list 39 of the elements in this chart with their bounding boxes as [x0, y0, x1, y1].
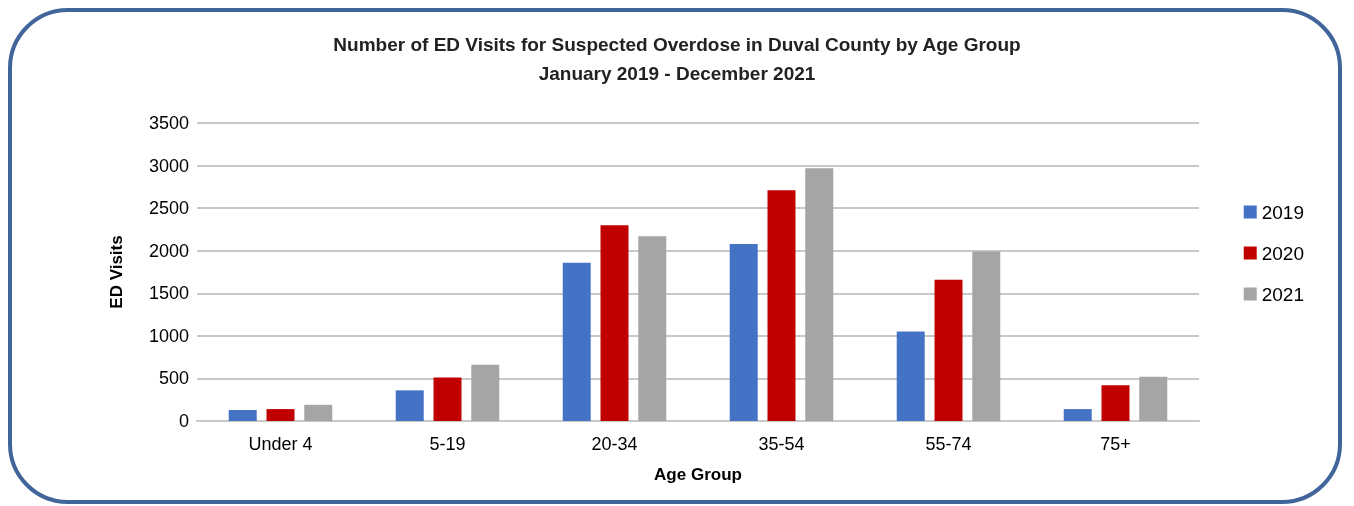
y-tick-label: 0 — [178, 411, 189, 431]
bar — [471, 364, 500, 421]
y-tick-label: 1000 — [148, 325, 189, 346]
legend-label: 2020 — [1261, 242, 1305, 264]
x-tick-label: 5-19 — [429, 434, 466, 454]
bar — [266, 409, 295, 421]
bar — [1139, 376, 1168, 421]
bar — [433, 377, 462, 421]
y-tick-label: 3000 — [148, 155, 189, 176]
bar — [562, 262, 591, 421]
y-axis-title: ED Visits — [107, 235, 126, 309]
bar — [729, 243, 758, 421]
bar — [600, 225, 629, 421]
y-tick-label: 2500 — [148, 198, 189, 219]
y-tick-label: 2000 — [148, 240, 189, 261]
bar — [395, 390, 424, 421]
chart-title: Number of ED Visits for Suspected Overdose in Duval County by Age Group — [333, 34, 1021, 55]
y-tick-label: 500 — [158, 368, 189, 389]
y-tick-label: 1500 — [148, 283, 189, 304]
x-tick-label: 35-54 — [758, 434, 805, 454]
bar — [228, 409, 257, 421]
bar — [767, 190, 796, 421]
bar — [934, 279, 963, 421]
x-tick-label: 20-34 — [591, 434, 638, 454]
bar — [1101, 385, 1130, 421]
x-tick-label: Under 4 — [248, 434, 313, 454]
bar — [304, 404, 333, 421]
x-tick-label: 55-74 — [925, 434, 972, 454]
x-axis-title: Age Group — [654, 465, 742, 484]
legend-label: 2021 — [1261, 283, 1305, 305]
x-tick-label: 75+ — [1100, 434, 1131, 454]
bar — [896, 331, 925, 421]
legend-label: 2019 — [1261, 201, 1305, 223]
bar — [1063, 409, 1092, 421]
bar — [638, 236, 667, 421]
y-tick-label: 3500 — [148, 113, 189, 133]
bar — [972, 251, 1001, 421]
bar — [805, 168, 834, 421]
chart-subtitle: January 2019 - December 2021 — [538, 63, 816, 84]
